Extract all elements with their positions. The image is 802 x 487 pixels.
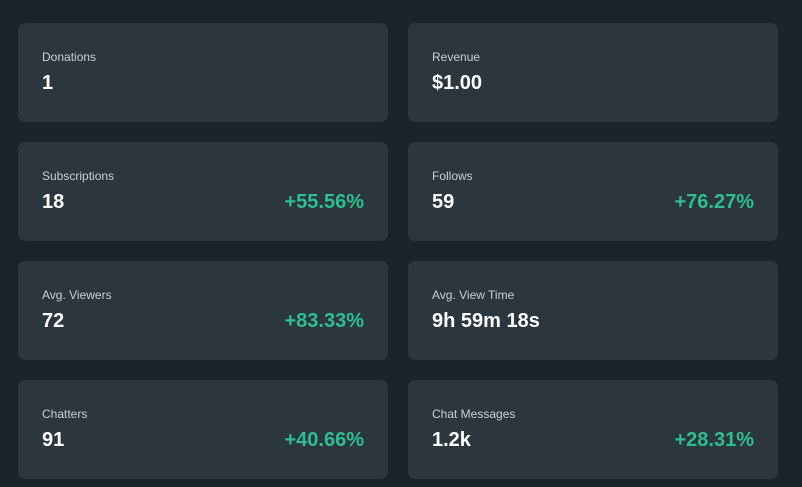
stat-label: Avg. Viewers [42,288,112,302]
stat-label: Revenue [432,50,481,64]
stat-card-avg-viewers: Avg. Viewers 72 +83.33% [18,261,388,360]
stat-card-chat-messages: Chat Messages 1.2k +28.31% [408,380,778,479]
stat-label: Subscriptions [42,169,115,183]
stat-label: Follows [432,169,473,183]
stat-change: +28.31% [674,429,754,451]
stat-row: 91 +40.66% [42,428,364,452]
stat-change: +76.27% [674,191,754,213]
stat-label: Donations [42,50,97,64]
stat-change: +55.56% [284,191,364,213]
stat-label: Avg. View Time [432,288,515,302]
stat-value: 1.2k [432,429,471,451]
stat-label: Chatters [42,407,88,421]
stat-row: 1.2k +28.31% [432,428,754,452]
stat-change: +40.66% [284,429,364,451]
stat-row: $1.00 [432,71,754,95]
stat-value: 18 [42,191,65,213]
stat-card-subscriptions: Subscriptions 18 +55.56% [18,142,388,241]
stat-value: 9h 59m 18s [432,310,540,332]
stat-card-donations: Donations 1 [18,23,388,122]
stat-card-follows: Follows 59 +76.27% [408,142,778,241]
stat-value: 72 [42,310,65,332]
stat-row: 18 +55.56% [42,190,364,214]
stat-change: +83.33% [284,310,364,332]
stat-value: 91 [42,429,65,451]
stat-card-chatters: Chatters 91 +40.66% [18,380,388,479]
stat-row: 72 +83.33% [42,309,364,333]
stat-value: 59 [432,191,455,213]
stat-card-revenue: Revenue $1.00 [408,23,778,122]
stat-label: Chat Messages [432,407,516,421]
stat-row: 9h 59m 18s [432,309,754,333]
stat-value: 1 [42,72,54,94]
stat-value: $1.00 [432,72,483,94]
stats-grid: Donations 1 Revenue $1.00 Subscriptions … [18,23,778,479]
stat-row: 59 +76.27% [432,190,754,214]
stat-row: 1 [42,71,364,95]
stat-card-avg-view-time: Avg. View Time 9h 59m 18s [408,261,778,360]
